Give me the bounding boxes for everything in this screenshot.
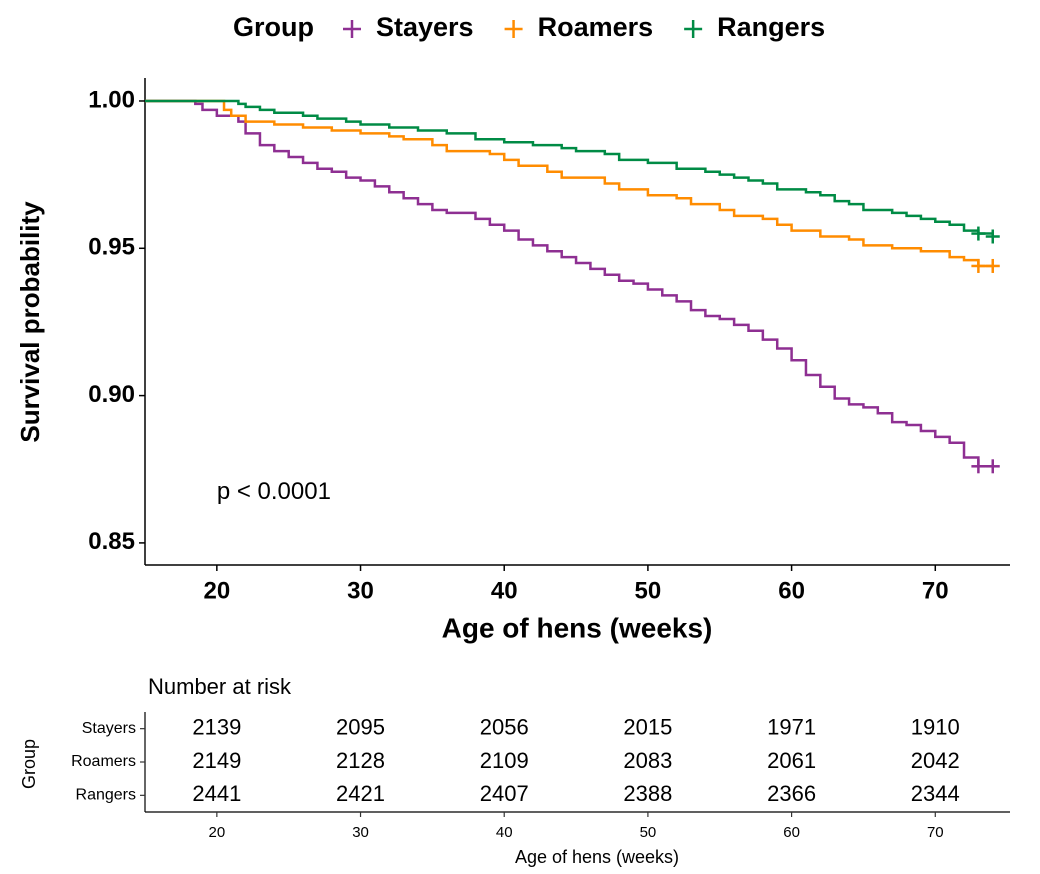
y-tick-label: 0.85 bbox=[88, 528, 135, 555]
risk-count: 2109 bbox=[480, 748, 529, 773]
survival-curve bbox=[145, 99, 995, 237]
table-x-label: Age of hens (weeks) bbox=[515, 847, 679, 867]
y-axis-label: Survival probability bbox=[15, 201, 45, 443]
x-tick-label: 70 bbox=[922, 577, 949, 604]
x-tick-label: 30 bbox=[347, 577, 374, 604]
y-tick-label: 0.90 bbox=[88, 381, 135, 408]
censor-mark bbox=[971, 258, 986, 273]
risk-count: 2421 bbox=[336, 781, 385, 806]
legend-title: Group bbox=[233, 12, 314, 42]
survival-curve bbox=[145, 99, 993, 268]
p-value: p < 0.0001 bbox=[217, 478, 331, 505]
legend-label: Stayers bbox=[376, 12, 474, 42]
risk-count: 2407 bbox=[480, 781, 529, 806]
x-tick-label: 50 bbox=[635, 577, 662, 604]
x-tick-label: 40 bbox=[491, 577, 518, 604]
risk-count: 2015 bbox=[623, 714, 672, 739]
risk-count: 2128 bbox=[336, 748, 385, 773]
censor-mark bbox=[971, 226, 986, 241]
risk-count: 2042 bbox=[911, 748, 960, 773]
table-x-tick-label: 60 bbox=[783, 824, 800, 841]
table-y-label: Group bbox=[19, 739, 39, 789]
table-x-tick-label: 30 bbox=[352, 824, 369, 841]
row-label: Stayers bbox=[82, 720, 136, 737]
risk-count: 2139 bbox=[192, 714, 241, 739]
censor-mark bbox=[985, 459, 1000, 474]
risk-count: 2366 bbox=[767, 781, 816, 806]
row-label: Roamers bbox=[71, 753, 136, 770]
legend-label: Rangers bbox=[717, 12, 825, 42]
risk-count: 2441 bbox=[192, 781, 241, 806]
x-axis-label: Age of hens (weeks) bbox=[442, 612, 713, 643]
legend-marker bbox=[684, 20, 703, 38]
risk-count: 1971 bbox=[767, 714, 816, 739]
table-x-tick-label: 20 bbox=[209, 824, 226, 841]
table-title: Number at risk bbox=[148, 674, 292, 699]
risk-count: 2095 bbox=[336, 714, 385, 739]
legend-marker bbox=[504, 20, 523, 38]
risk-count: 2083 bbox=[623, 748, 672, 773]
risk-count: 1910 bbox=[911, 714, 960, 739]
table-x-tick-label: 70 bbox=[927, 824, 944, 841]
table-x-tick-label: 40 bbox=[496, 824, 513, 841]
risk-count: 2061 bbox=[767, 748, 816, 773]
risk-count: 2056 bbox=[480, 714, 529, 739]
y-tick-label: 1.00 bbox=[88, 86, 135, 113]
risk-count: 2388 bbox=[623, 781, 672, 806]
y-tick-label: 0.95 bbox=[88, 234, 135, 261]
censor-mark bbox=[985, 258, 1000, 273]
risk-count: 2344 bbox=[911, 781, 960, 806]
censor-mark bbox=[985, 229, 1000, 244]
table-x-tick-label: 50 bbox=[640, 824, 657, 841]
x-tick-label: 20 bbox=[203, 577, 230, 604]
survival-curve bbox=[145, 99, 993, 468]
legend-label: Roamers bbox=[538, 12, 654, 42]
risk-count: 2149 bbox=[192, 748, 241, 773]
censor-mark bbox=[971, 459, 986, 474]
row-label: Rangers bbox=[76, 787, 136, 804]
x-tick-label: 60 bbox=[778, 577, 805, 604]
legend-marker bbox=[343, 20, 361, 38]
